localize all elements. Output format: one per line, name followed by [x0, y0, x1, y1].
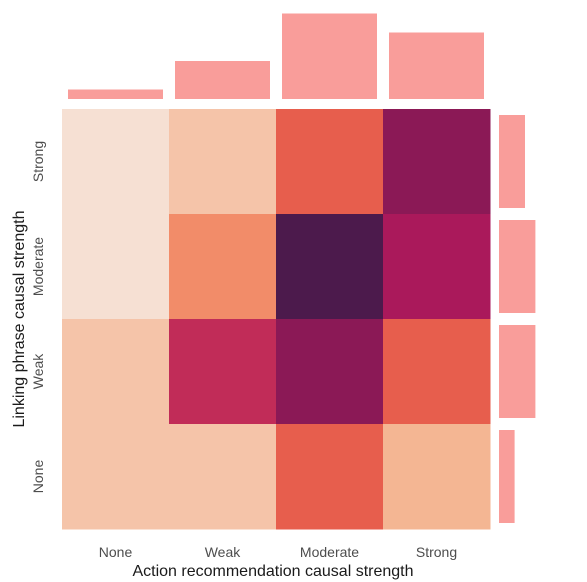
heatmap-cell-moderate-moderate	[276, 214, 384, 320]
heatmap-cell-weak-none	[62, 319, 170, 425]
y-tick-label-weak: Weak	[30, 353, 46, 390]
heatmap-cell-none-strong	[383, 424, 491, 530]
heatmap-cell-moderate-weak	[169, 214, 277, 320]
heatmap-cell-strong-weak	[169, 109, 277, 215]
x-tick-label-weak: Weak	[205, 544, 242, 560]
x-tick-label-none: None	[99, 544, 133, 560]
top-marginal-bar-weak	[175, 61, 270, 99]
heatmap-cell-strong-moderate	[276, 109, 384, 215]
x-axis-title: Action recommendation causal strength	[132, 563, 413, 580]
y-tick-labels: None Weak Moderate Strong	[30, 141, 46, 493]
right-marginal-bar-moderate	[499, 220, 536, 313]
y-tick-label-strong: Strong	[30, 141, 46, 182]
right-marginal-bar-strong	[499, 115, 525, 208]
x-tick-label-moderate: Moderate	[300, 544, 359, 560]
right-marginal-bar-weak	[499, 325, 536, 418]
heatmap-cell-none-moderate	[276, 424, 384, 530]
top-marginal-bar-strong	[389, 32, 484, 99]
heatmap-cell-moderate-none	[62, 214, 170, 320]
top-marginal-bar-none	[68, 89, 163, 99]
heatmap-cell-weak-moderate	[276, 319, 384, 425]
heatmap-cell-moderate-strong	[383, 214, 491, 320]
heatmap-cell-none-weak	[169, 424, 277, 530]
top-marginal-bar-moderate	[282, 13, 377, 99]
y-axis-title: Linking phrase causal strength	[11, 210, 28, 427]
x-tick-labels: None Weak Moderate Strong	[99, 544, 457, 560]
heatmap-cell-weak-strong	[383, 319, 491, 425]
top-marginal-bars	[68, 13, 484, 99]
heatmap-cells	[62, 109, 491, 530]
right-marginal-bars	[499, 115, 536, 523]
y-tick-label-none: None	[30, 460, 46, 494]
y-tick-label-moderate: Moderate	[30, 237, 46, 296]
right-marginal-bar-none	[499, 430, 515, 523]
heatmap-cell-weak-weak	[169, 319, 277, 425]
heatmap-cell-none-none	[62, 424, 170, 530]
heatmap-cell-strong-none	[62, 109, 170, 215]
x-tick-label-strong: Strong	[416, 544, 457, 560]
heatmap-cell-strong-strong	[383, 109, 491, 215]
